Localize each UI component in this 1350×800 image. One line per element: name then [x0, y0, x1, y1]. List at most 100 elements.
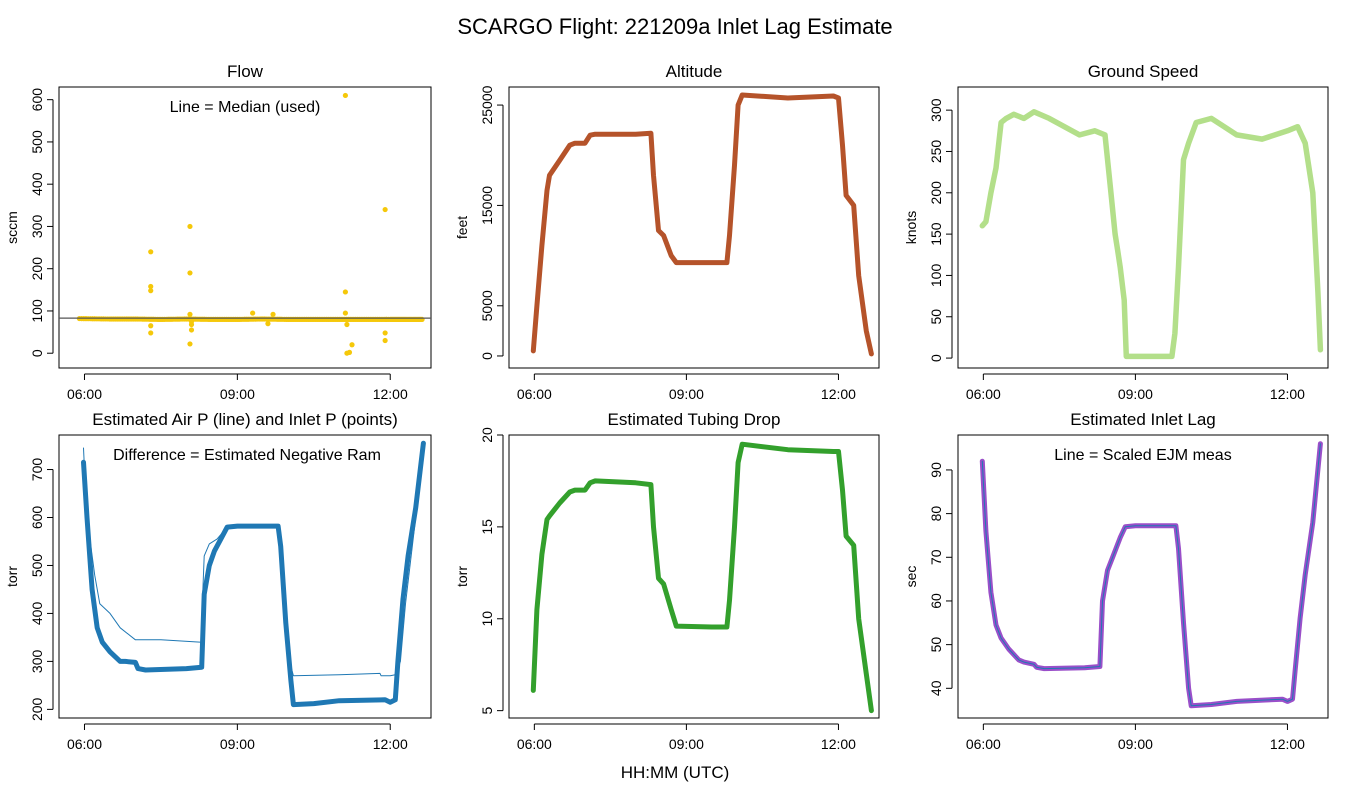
outlier-point	[188, 327, 195, 333]
y-axis-label: knots	[903, 211, 919, 244]
y-axis-label: torr	[454, 566, 470, 587]
y-tick-label: 400	[29, 172, 45, 196]
outlier-point	[342, 310, 348, 316]
y-tick-label: 400	[29, 602, 45, 626]
outlier-point	[250, 310, 256, 316]
panel-altitude: Altitude feet 0 5000 15000 25000 06:00 09:00 12:…	[454, 62, 880, 402]
y-tick-label: 5	[479, 707, 495, 715]
plot-frame	[508, 434, 880, 719]
outlier-point	[382, 330, 388, 336]
plot-area	[530, 92, 874, 357]
outlier-point	[148, 283, 154, 290]
y-tick-label: 250	[928, 140, 944, 164]
y-tick-label: 40	[928, 680, 944, 696]
series-line-scaled-ejm-meas	[981, 443, 1321, 707]
y-tick-label: 300	[29, 215, 45, 239]
y-tick-label: 80	[928, 506, 944, 522]
x-tick-label: 06:00	[517, 736, 552, 752]
panel-title: Estimated Inlet Lag	[1070, 410, 1216, 429]
y-tick-label: 25000	[479, 85, 495, 124]
y-tick-label: 10	[479, 611, 495, 627]
outlier-point	[382, 206, 388, 213]
y-tick-label: 700	[29, 458, 45, 482]
y-tick-label: 200	[928, 181, 944, 205]
x-tick-label: 06:00	[67, 736, 102, 752]
plot-frame	[58, 86, 432, 369]
y-tick-label: 300	[928, 98, 944, 122]
y-tick-label: 100	[29, 299, 45, 323]
outlier-point	[270, 311, 276, 317]
x-tick-label: 12:00	[373, 736, 408, 752]
outlier-point	[342, 289, 348, 295]
panel-title: Estimated Air P (line) and Inlet P (poin…	[92, 410, 398, 429]
panel-annotation: Difference = Estimated Negative Ram	[113, 447, 381, 464]
panel-title: Estimated Tubing Drop	[608, 410, 781, 429]
panel-inlet_lag: Estimated Inlet Lag sec 40 50 60 70 80 90 06:00 0…	[903, 410, 1329, 752]
y-tick-label: 300	[29, 650, 45, 674]
panel-annotation: Line = Scaled EJM meas	[1054, 447, 1231, 464]
outlier-point	[346, 349, 353, 355]
x-tick-label: 06:00	[966, 386, 1001, 402]
y-axis-label: sec	[903, 566, 919, 588]
series-line-tubing-drop	[530, 441, 874, 714]
x-tick-label: 09:00	[1118, 736, 1153, 752]
x-tick-label: 06:00	[67, 386, 102, 402]
plot-frame	[508, 86, 880, 369]
plot-area	[979, 109, 1324, 360]
x-tick-label: 12:00	[821, 386, 856, 402]
y-axis-label: sccm	[4, 211, 20, 244]
y-tick-label: 150	[928, 222, 944, 246]
y-tick-label: 60	[928, 593, 944, 609]
plot-frame	[58, 434, 432, 719]
x-tick-label: 09:00	[669, 386, 704, 402]
series-line-air-p	[83, 444, 424, 677]
panel-title: Flow	[227, 62, 264, 81]
x-tick-label: 06:00	[517, 386, 552, 402]
series-line-inlet-p	[81, 440, 426, 708]
plot-area	[530, 441, 874, 714]
series-line-altitude	[530, 92, 874, 357]
y-tick-label: 500	[29, 554, 45, 578]
panel-flow: Flow sccm 0 100 200 300 400 500 600 06:00 09:00 12:…	[4, 62, 432, 402]
outlier-point	[342, 92, 348, 99]
y-tick-label: 0	[928, 354, 944, 362]
plot-area	[81, 440, 426, 708]
x-tick-label: 12:00	[821, 736, 856, 752]
panel-pressure: Estimated Air P (line) and Inlet P (poin…	[4, 410, 432, 752]
x-tick-label: 09:00	[220, 736, 255, 752]
outlier-point	[148, 330, 154, 336]
outlier-point	[148, 323, 154, 329]
x-tick-label: 09:00	[1118, 386, 1153, 402]
panel-annotation: Line = Median (used)	[170, 99, 321, 116]
y-tick-label: 50	[928, 309, 944, 325]
y-tick-label: 200	[29, 257, 45, 281]
y-tick-label: 50	[928, 637, 944, 653]
y-tick-label: 90	[928, 462, 944, 478]
y-tick-label: 15	[479, 519, 495, 535]
y-tick-label: 5000	[479, 290, 495, 321]
panel-ground_speed: Ground Speed knots 0 50 100 150 200 250 300 06:00…	[903, 62, 1329, 402]
x-tick-label: 12:00	[373, 386, 408, 402]
plot-frame	[957, 86, 1329, 369]
outlier-point	[187, 311, 193, 317]
outlier-point	[188, 321, 195, 328]
panel-title: Altitude	[666, 62, 723, 81]
outlier-point	[148, 249, 154, 255]
y-tick-label: 100	[928, 264, 944, 288]
plot-frame	[957, 434, 1329, 719]
y-tick-label: 600	[29, 88, 45, 112]
x-tick-label: 06:00	[966, 736, 1001, 752]
y-tick-label: 600	[29, 506, 45, 530]
y-axis-label: torr	[4, 566, 20, 587]
series-line-ground-speed	[979, 109, 1324, 360]
plot-area	[59, 92, 431, 356]
outlier-point	[382, 337, 388, 344]
outlier-point	[187, 341, 193, 347]
outlier-point	[187, 223, 193, 230]
panel-tubing: Estimated Tubing Drop torr 5 10 15 20 06:00 09:…	[454, 410, 880, 752]
y-tick-label: 20	[479, 427, 495, 443]
y-axis-label: feet	[454, 216, 470, 239]
outlier-point	[148, 288, 154, 294]
x-tick-label: 12:00	[1270, 386, 1305, 402]
